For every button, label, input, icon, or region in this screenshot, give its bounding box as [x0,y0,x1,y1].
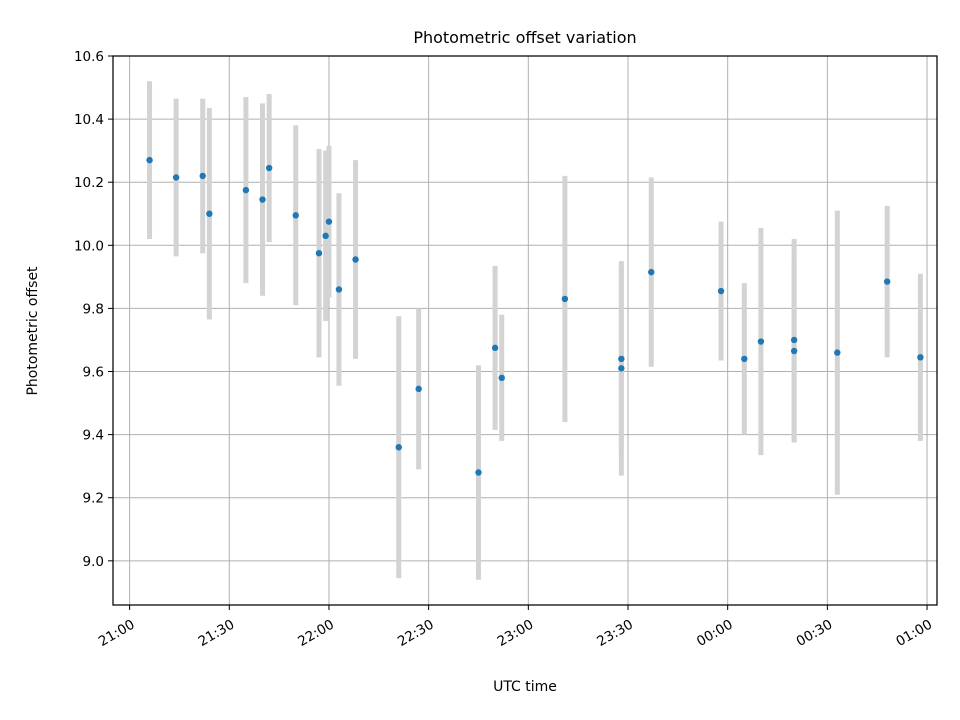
y-tick-label: 10.6 [74,49,104,65]
data-point [259,196,266,203]
data-point [322,232,329,240]
data-point [491,344,499,352]
y-tick-label: 10.4 [74,112,104,128]
data-points [146,156,924,476]
data-point [325,218,333,225]
data-point [561,295,569,303]
data-point [757,338,765,345]
data-point [206,210,213,217]
data-point [475,469,482,476]
data-point [741,355,748,363]
data-point [315,249,323,257]
data-point [292,212,299,219]
data-point [717,287,725,295]
plot-frame [112,55,938,606]
y-axis-label: Photometric offset [25,266,41,396]
data-point [498,374,505,382]
data-point [883,278,891,285]
y-axis-ticks: 9.0 9.2 9.4 9.6 9.8 10.0 10.2 10.4 10.6 [74,49,113,570]
chart-title: Photometric offset variation [413,28,636,47]
data-point [335,286,343,293]
data-point [917,354,924,361]
data-point [352,256,359,263]
y-tick-label: 9.6 [83,365,104,381]
y-tick-label: 10.2 [74,175,104,191]
data-point [834,349,841,356]
y-tick-label: 10.0 [74,238,104,254]
data-point [199,172,206,180]
data-point [790,336,798,344]
data-point [395,444,402,451]
y-tick-label: 9.0 [83,554,104,570]
data-point [415,385,422,393]
y-tick-label: 9.2 [83,491,104,507]
data-point [265,164,273,172]
data-point [172,174,180,181]
data-point [790,347,798,355]
data-point [618,365,625,372]
data-point [146,156,153,164]
y-tick-label: 9.8 [83,301,104,317]
y-tick-label: 9.4 [83,428,104,444]
data-point [618,355,625,363]
data-point [242,186,250,194]
x-axis-label: UTC time [493,679,557,695]
data-point [648,268,655,276]
